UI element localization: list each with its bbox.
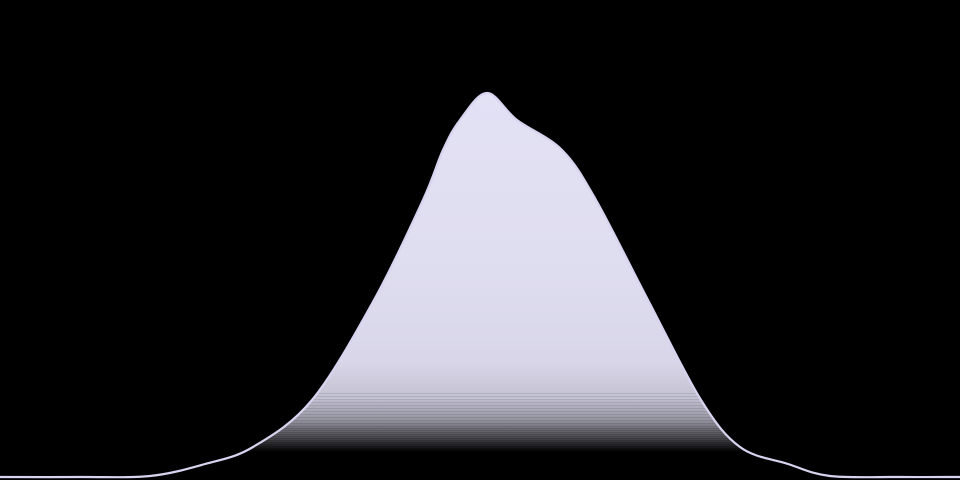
- bell-curve-line: [0, 91, 960, 479]
- fill-dither-texture: [0, 392, 960, 452]
- bell-curve-area: [0, 93, 960, 478]
